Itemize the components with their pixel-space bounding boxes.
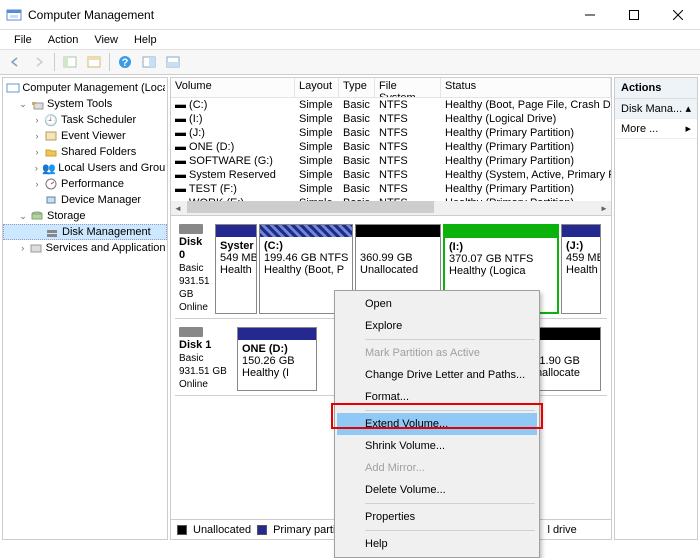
maximize-button[interactable] (612, 1, 656, 29)
panel-button-4[interactable] (162, 51, 184, 73)
volume-row[interactable]: ▬ (J:)SimpleBasicNTFSHealthy (Primary Pa… (171, 126, 611, 140)
col-volume[interactable]: Volume (171, 78, 295, 97)
panel-button-3[interactable] (138, 51, 160, 73)
close-button[interactable] (656, 1, 700, 29)
volume-row[interactable]: ▬ (I:)SimpleBasicNTFSHealthy (Logical Dr… (171, 112, 611, 126)
volume-row[interactable]: ▬ SOFTWARE (G:)SimpleBasicNTFSHealthy (P… (171, 154, 611, 168)
menu-help[interactable]: Help (126, 32, 165, 48)
volume-scroll[interactable]: ◄ ► (171, 201, 611, 215)
tree-services-apps[interactable]: ›Services and Applications (3, 240, 167, 256)
legend-unallocated: Unallocated (193, 524, 251, 536)
tree-local-users[interactable]: ›👥Local Users and Groups (3, 160, 167, 176)
ctx-open[interactable]: Open (337, 293, 537, 315)
panel-button-1[interactable] (59, 51, 81, 73)
tree-performance[interactable]: ›Performance (3, 176, 167, 192)
ctx-delete-volume[interactable]: Delete Volume... (337, 479, 537, 501)
partition[interactable]: (J:)459 MBHealth (561, 224, 601, 314)
menu-file[interactable]: File (6, 32, 40, 48)
tree-storage[interactable]: ⌄Storage (3, 208, 167, 224)
ctx-add-mirror: Add Mirror... (337, 457, 537, 479)
menu-view[interactable]: View (86, 32, 126, 48)
tree-device-manager[interactable]: Device Manager (3, 192, 167, 208)
scroll-left-icon[interactable]: ◄ (171, 201, 185, 215)
title-bar: Computer Management (0, 0, 700, 30)
toolbar: ? (0, 49, 700, 75)
ctx-format[interactable]: Format... (337, 386, 537, 408)
tree-task-scheduler[interactable]: ›🕘Task Scheduler (3, 112, 167, 128)
ctx-extend-volume[interactable]: Extend Volume... (337, 413, 537, 435)
volume-row[interactable]: ▬ TEST (F:)SimpleBasicNTFSHealthy (Prima… (171, 182, 611, 196)
window-title: Computer Management (28, 8, 568, 22)
tree-disk-management[interactable]: Disk Management (3, 224, 167, 240)
actions-header: Actions (615, 78, 697, 99)
col-fs[interactable]: File System (375, 78, 441, 97)
svg-text:?: ? (122, 57, 129, 69)
ctx-change-drive-letter[interactable]: Change Drive Letter and Paths... (337, 364, 537, 386)
tree-root[interactable]: Computer Management (Local (3, 80, 167, 96)
nav-tree[interactable]: Computer Management (Local ⌄System Tools… (2, 77, 168, 540)
ctx-shrink-volume[interactable]: Shrink Volume... (337, 435, 537, 457)
partition[interactable]: ONE (D:)150.26 GBHealthy (I (237, 327, 317, 391)
partition[interactable]: Syster549 MBHealth (215, 224, 257, 314)
ctx-explore[interactable]: Explore (337, 315, 537, 337)
tree-event-viewer[interactable]: ›Event Viewer (3, 128, 167, 144)
scroll-right-icon[interactable]: ► (597, 201, 611, 215)
legend-logical: l drive (547, 524, 576, 536)
tree-system-tools[interactable]: ⌄System Tools (3, 96, 167, 112)
legend-unallocated-swatch (177, 525, 187, 535)
actions-more[interactable]: More ...▸ (615, 119, 697, 139)
actions-panel: Actions Disk Mana...▴ More ...▸ (614, 77, 698, 540)
forward-button[interactable] (28, 51, 50, 73)
help-button[interactable]: ? (114, 51, 136, 73)
chevron-right-icon: ▸ (685, 122, 691, 135)
volume-row[interactable]: ▬ ONE (D:)SimpleBasicNTFSHealthy (Primar… (171, 140, 611, 154)
col-status[interactable]: Status (441, 78, 611, 97)
volume-list[interactable]: Volume Layout Type File System Status ▬ … (171, 78, 611, 216)
disk-info: Disk 0Basic931.51 GBOnline (175, 220, 215, 318)
ctx-help[interactable]: Help (337, 533, 537, 555)
volume-row[interactable]: ▬ System ReservedSimpleBasicNTFSHealthy … (171, 168, 611, 182)
actions-group[interactable]: Disk Mana...▴ (615, 99, 697, 119)
menu-action[interactable]: Action (40, 32, 87, 48)
legend-primary: Primary parti (273, 524, 335, 536)
tree-shared-folders[interactable]: ›Shared Folders (3, 144, 167, 160)
legend-primary-swatch (257, 525, 267, 535)
panel-button-2[interactable] (83, 51, 105, 73)
col-type[interactable]: Type (339, 78, 375, 97)
app-icon (6, 7, 22, 23)
volume-row[interactable]: ▬ (C:)SimpleBasicNTFSHealthy (Boot, Page… (171, 98, 611, 112)
ctx-mark-active: Mark Partition as Active (337, 342, 537, 364)
collapse-icon: ▴ (685, 102, 691, 115)
minimize-button[interactable] (568, 1, 612, 29)
volume-header: Volume Layout Type File System Status (171, 78, 611, 98)
col-layout[interactable]: Layout (295, 78, 339, 97)
context-menu: Open Explore Mark Partition as Active Ch… (334, 290, 540, 558)
menu-bar: File Action View Help (0, 30, 700, 49)
disk-info: Disk 1Basic931.51 GBOnline (175, 323, 237, 395)
ctx-properties[interactable]: Properties (337, 506, 537, 528)
back-button[interactable] (4, 51, 26, 73)
